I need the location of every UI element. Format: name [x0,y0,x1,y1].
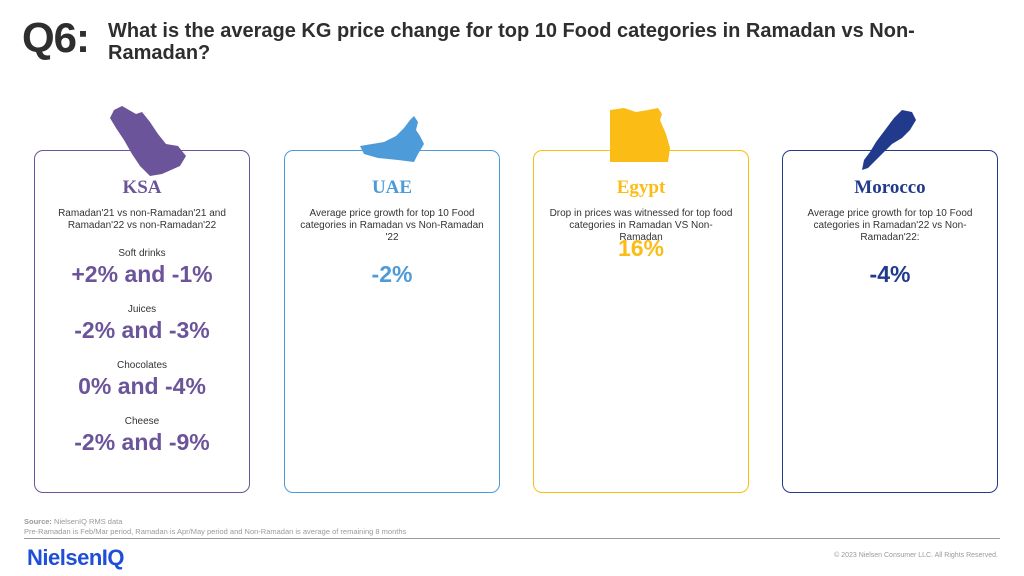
ksa-category-value: 0% and -4% [78,373,206,399]
source-label: Source: [24,517,52,526]
question-number: Q6: [22,14,90,61]
ksa-category-value: -2% and -3% [74,317,210,343]
uae-description: Average price growth for top 10 Food cat… [300,208,484,243]
egypt-title: Egypt [616,177,666,198]
ksa-card: KSA Ramadan'21 vs non-Ramadan'21 and Ram… [34,150,250,493]
saudi-arabia-map-icon [110,106,186,176]
ksa-category-value: -2% and -9% [74,429,210,455]
source-note: Source: NielsenIQ RMS data Pre-Ramadan i… [24,517,406,537]
egypt-description: Drop in prices was witnessed for top foo… [549,208,733,243]
uae-title: UAE [371,177,413,198]
source-text: NielsenIQ RMS data [51,517,123,526]
egypt-value: 16% [617,235,665,261]
ksa-category-label: Soft drinks [118,248,166,259]
copyright-text: © 2023 Nielsen Consumer LLC. All Rights … [834,552,998,559]
ksa-category-label: Juices [127,304,157,315]
ksa-category-label: Chocolates [116,360,168,371]
footer-divider [24,538,1000,539]
morocco-description: Average price growth for top 10 Food cat… [807,208,973,243]
uae-value: -2% [371,261,413,287]
morocco-title: Morocco [854,177,926,198]
morocco-map-icon [862,110,916,170]
morocco-value: -4% [869,261,911,287]
period-note: Pre-Ramadan is Feb/Mar period, Ramadan i… [24,527,407,536]
nielseniq-logo: NielsenIQ [27,545,124,570]
egypt-card: Egypt Drop in prices was witnessed for t… [533,150,749,493]
uae-card: UAE Average price growth for top 10 Food… [284,150,500,493]
ksa-description: Ramadan'21 vs non-Ramadan'21 and Ramadan… [58,208,226,231]
egypt-map-icon [610,108,670,162]
ksa-category-label: Cheese [124,416,160,427]
ksa-category-value: +2% and -1% [71,261,213,287]
ksa-title: KSA [122,177,162,198]
question-title: What is the average KG price change for … [108,20,915,64]
morocco-card: Morocco Average price growth for top 10 … [782,150,998,493]
